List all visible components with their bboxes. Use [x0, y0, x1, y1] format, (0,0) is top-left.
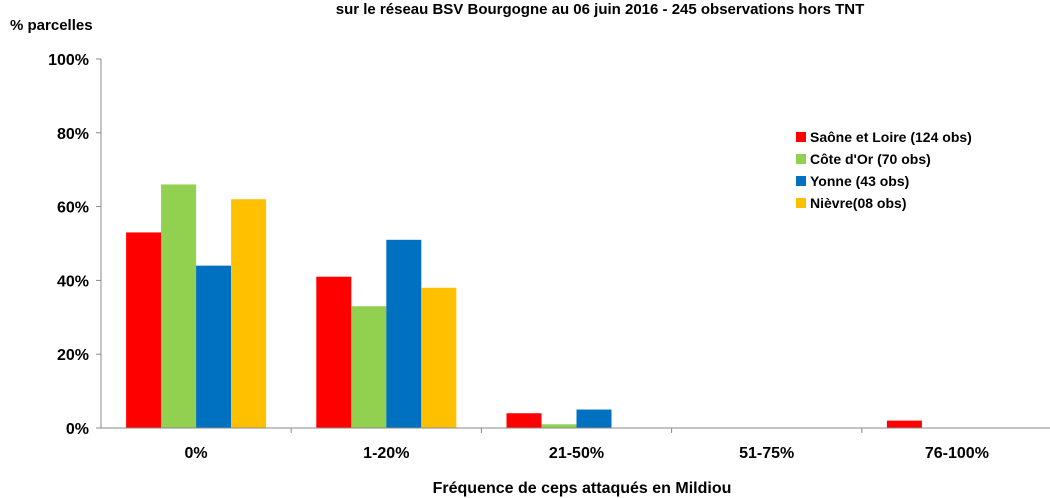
- x-axis-ticks: 0% 1-20% 21-50% 51-75% 76-100%: [185, 428, 989, 462]
- x-tick-label: 76-100%: [925, 445, 989, 462]
- bar: [506, 413, 542, 428]
- y-axis-label: % parcelles: [10, 17, 93, 34]
- legend-label: Yonne (43 obs): [810, 173, 909, 189]
- chart-title: sur le réseau BSV Bourgogne au 06 juin 2…: [336, 1, 865, 18]
- x-tick-label: 21-50%: [549, 445, 604, 462]
- bar: [886, 420, 922, 428]
- legend-swatch: [796, 154, 806, 164]
- legend-swatch: [796, 132, 806, 142]
- y-tick-label: 20%: [57, 347, 89, 364]
- y-tick-label: 0%: [66, 421, 89, 438]
- bar: [351, 306, 387, 428]
- bar: [231, 199, 267, 428]
- y-axis-ticks: 0% 20% 40% 60% 80% 100%: [48, 52, 101, 438]
- x-axis-label: Fréquence de ceps attaqués en Mildiou: [433, 480, 732, 497]
- legend: Saône et Loire (124 obs) Côte d'Or (70 ob…: [796, 129, 972, 211]
- legend-label: Nièvre(08 obs): [810, 195, 906, 211]
- bar: [421, 287, 457, 428]
- x-tick-label: 51-75%: [739, 445, 794, 462]
- bar: [196, 265, 232, 428]
- legend-label: Saône et Loire (124 obs): [810, 129, 972, 145]
- bar: [386, 239, 422, 428]
- legend-swatch: [796, 198, 806, 208]
- bar: [126, 232, 162, 428]
- legend-swatch: [796, 176, 806, 186]
- bar: [316, 276, 352, 428]
- y-tick-label: 40%: [57, 273, 89, 290]
- legend-label: Côte d'Or (70 obs): [810, 151, 931, 167]
- bars: [126, 184, 922, 428]
- y-tick-label: 60%: [57, 200, 89, 217]
- bar: [576, 409, 612, 428]
- y-tick-label: 80%: [57, 126, 89, 143]
- bar: [541, 424, 577, 428]
- bar: [161, 184, 197, 428]
- x-tick-label: 1-20%: [363, 445, 409, 462]
- y-tick-label: 100%: [48, 52, 89, 69]
- x-tick-label: 0%: [185, 445, 208, 462]
